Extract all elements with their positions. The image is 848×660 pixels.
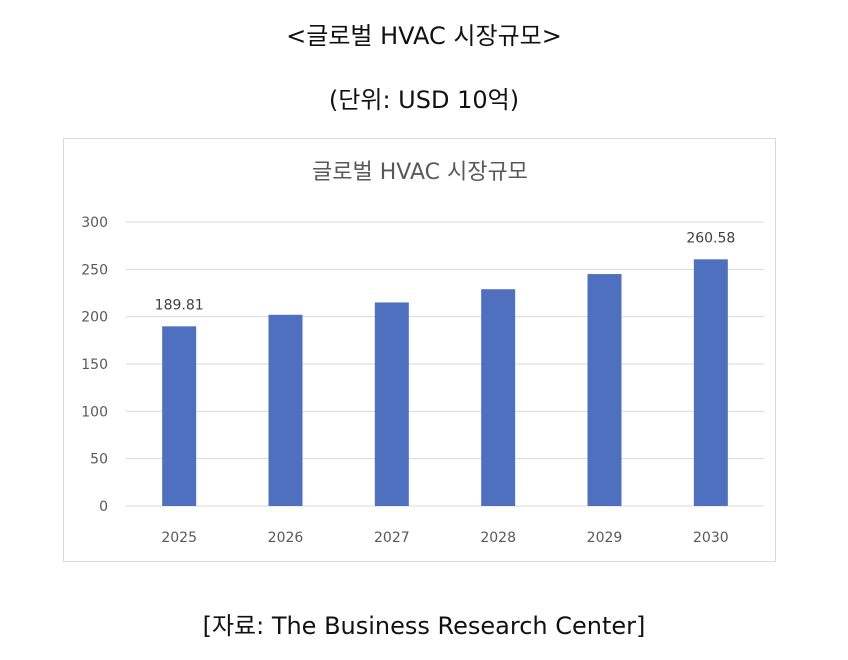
x-tick-label: 2025 [161, 530, 197, 546]
unit-subtitle: (단위: USD 10억) [328, 86, 520, 114]
gridlines [126, 221, 764, 507]
y-tick-label: 100 [81, 404, 108, 420]
x-tick-label: 2027 [374, 530, 410, 546]
bar-2028 [481, 289, 516, 506]
data-label-2025: 189.81 [155, 297, 204, 313]
x-tick-label: 2029 [587, 530, 623, 546]
chart-title: 글로벌 HVAC 시장규모 [312, 160, 528, 185]
bar-2029 [587, 274, 622, 506]
data-label-2030: 260.58 [686, 230, 735, 246]
x-tick-label: 2030 [693, 530, 729, 546]
chart-container: 글로벌 HVAC 시장규모 0 50 100 150 200 250 300 189.81 2… [63, 138, 776, 562]
bars [162, 259, 728, 506]
y-axis-ticks: 0 50 100 150 200 250 300 [81, 215, 108, 515]
bar-2025 [162, 326, 197, 506]
data-labels: 189.81 260.58 [155, 230, 736, 313]
y-tick-label: 200 [81, 310, 108, 326]
y-tick-label: 300 [81, 215, 108, 231]
x-tick-label: 2028 [480, 530, 516, 546]
source-note: [자료: The Business Research Center] [202, 612, 646, 640]
y-tick-label: 0 [99, 499, 108, 515]
y-tick-label: 150 [81, 357, 108, 373]
y-tick-label: 250 [81, 262, 108, 278]
x-tick-label: 2026 [268, 530, 304, 546]
page-title: <글로벌 HVAC 시장규모> [286, 22, 562, 50]
x-axis-ticks: 2025 2026 2027 2028 2029 2030 [161, 530, 728, 546]
bar-2027 [374, 302, 409, 506]
bar-2026 [268, 314, 303, 506]
y-tick-label: 50 [90, 452, 108, 468]
bar-chart: 글로벌 HVAC 시장규모 0 50 100 150 200 250 300 189.81 2… [81, 160, 764, 546]
bar-2030 [693, 259, 728, 506]
